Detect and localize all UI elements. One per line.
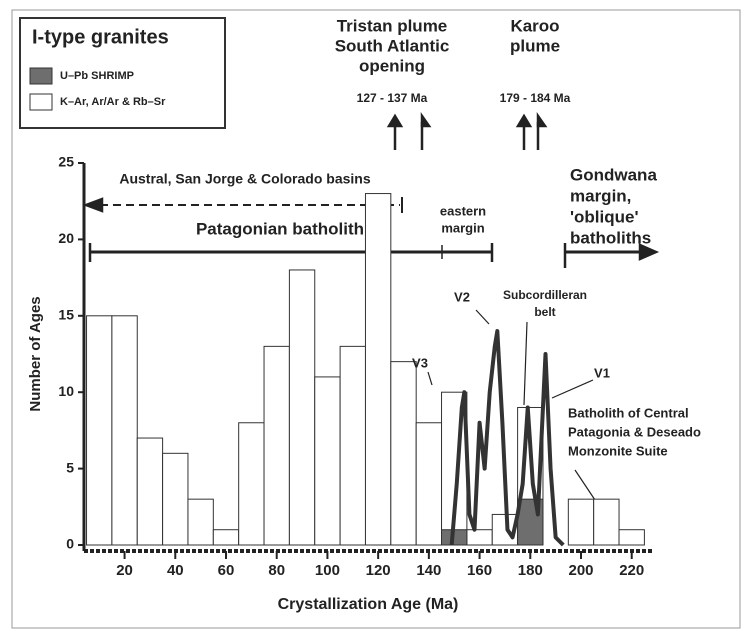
bar xyxy=(466,529,493,546)
pointer xyxy=(551,379,594,399)
arrow-head xyxy=(420,112,432,128)
annotation: Subcordilleran xyxy=(503,288,587,302)
annotation: belt xyxy=(534,305,555,319)
annotation: Batholith of Central xyxy=(568,405,689,420)
y-tick-label: 5 xyxy=(66,459,74,475)
bar xyxy=(187,498,214,546)
x-axis-label: Crystallization Age (Ma) xyxy=(278,596,459,613)
annotation: 127 - 137 Ma xyxy=(357,91,428,105)
pointer xyxy=(574,469,596,501)
annotation: V2 xyxy=(454,289,470,304)
bar xyxy=(364,193,392,546)
y-tick-label: 25 xyxy=(58,154,74,170)
arrow-head xyxy=(82,197,104,213)
annotation: South Atlantic xyxy=(335,36,450,55)
annotation: V3 xyxy=(412,355,428,370)
arrows xyxy=(82,112,660,268)
y-tick-label: 0 xyxy=(66,536,74,552)
x-tick-label: 100 xyxy=(315,562,340,579)
bar xyxy=(415,422,443,546)
x-tick-label: 200 xyxy=(568,562,593,579)
y-tick-label: 20 xyxy=(58,230,74,246)
x-tick-label: 160 xyxy=(467,562,492,579)
bar xyxy=(339,345,366,546)
annotation: Patagonia & Deseado xyxy=(568,424,701,439)
annotation: 'oblique' xyxy=(570,207,639,226)
frame xyxy=(11,9,741,629)
arrow-head xyxy=(515,113,533,128)
annotation: plume xyxy=(510,36,560,55)
legend-label: K–Ar, Ar/Ar & Rb–Sr xyxy=(60,96,166,108)
annotation: opening xyxy=(359,56,425,75)
bar xyxy=(288,269,316,546)
bar xyxy=(390,361,417,546)
x-tick-label: 60 xyxy=(218,562,235,579)
annotation: Karoo xyxy=(510,16,559,35)
arrow-head xyxy=(536,112,548,128)
x-tick-label: 120 xyxy=(366,562,391,579)
y-tick-label: 15 xyxy=(58,307,74,323)
annotation: Monzonite Suite xyxy=(568,443,668,458)
curve xyxy=(449,329,565,547)
pointer xyxy=(475,309,490,325)
annotation: margin xyxy=(441,220,484,235)
legend-swatch xyxy=(29,93,53,111)
arrow-head xyxy=(386,113,404,128)
bar xyxy=(111,315,138,546)
bar xyxy=(567,498,595,546)
pointer xyxy=(523,321,528,406)
annotation: Gondwana xyxy=(570,165,657,184)
x-tick-label: 140 xyxy=(416,562,441,579)
annotation: Austral, San Jorge & Colorado basins xyxy=(119,171,370,187)
bar xyxy=(136,437,164,546)
annotation: Tristan plume xyxy=(337,16,448,35)
x-tick-label: 20 xyxy=(116,562,133,579)
bar xyxy=(162,452,189,546)
x-tick-label: 220 xyxy=(619,562,644,579)
annotation: Patagonian batholith xyxy=(196,219,364,238)
bar xyxy=(618,529,645,546)
arrow-head xyxy=(638,243,660,261)
y-tick-label: 10 xyxy=(58,383,74,399)
bar xyxy=(86,315,113,546)
pointer xyxy=(427,371,433,386)
pointers xyxy=(427,309,596,501)
annotation: 179 - 184 Ma xyxy=(500,91,571,105)
bar xyxy=(314,376,341,546)
x-tick-label: 80 xyxy=(268,562,285,579)
annotation: eastern xyxy=(440,203,486,218)
legend-label: U–Pb SHRIMP xyxy=(60,70,134,82)
y-axis-label: Number of Ages xyxy=(27,296,44,411)
bar xyxy=(593,498,620,546)
x-tick-label: 40 xyxy=(167,562,184,579)
legend-swatch xyxy=(29,67,53,85)
bar xyxy=(238,422,265,546)
legend-box xyxy=(19,17,226,129)
annotation: V1 xyxy=(594,365,610,380)
legend-title: I-type granites xyxy=(32,26,169,48)
annotation: margin, xyxy=(570,186,631,205)
bar xyxy=(212,529,240,546)
x-tick-label: 180 xyxy=(518,562,543,579)
bar xyxy=(263,345,290,546)
annotation: batholiths xyxy=(570,228,651,247)
